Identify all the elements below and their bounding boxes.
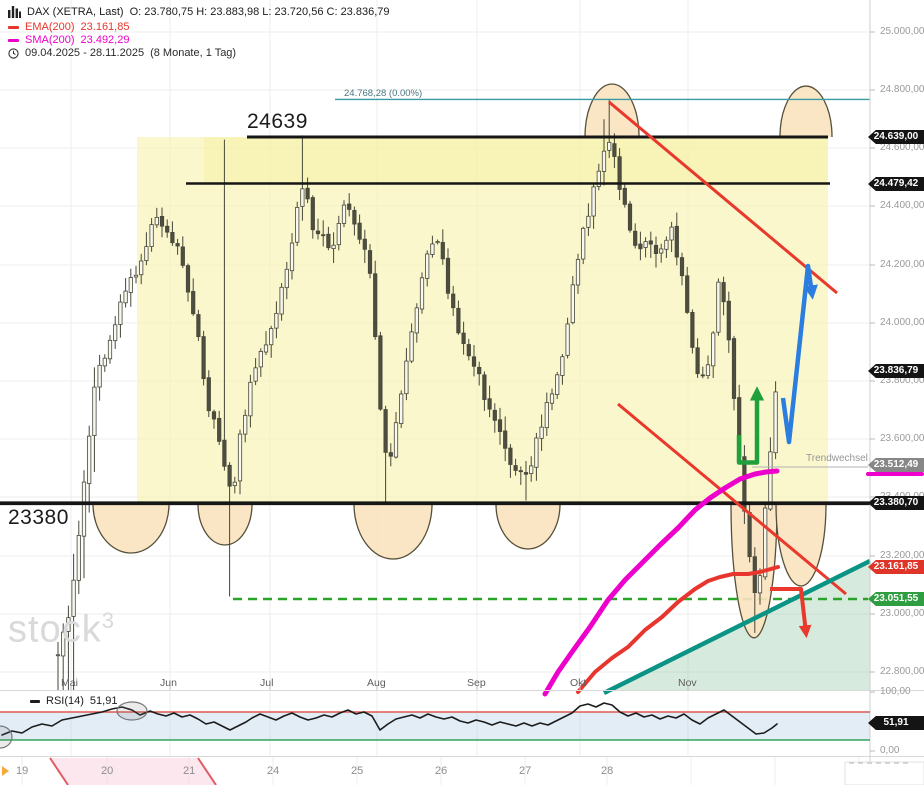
month-tick-label: Okt [570, 677, 587, 689]
rsi-value: 51,91 [89, 695, 118, 707]
price-badge: 23.051,55 [868, 592, 924, 606]
upper-level-label: 24639 [247, 110, 308, 133]
price-badge: 51,91 [868, 716, 924, 730]
month-tick-label: Jun [160, 677, 177, 689]
price-axis-label: 24.400,00 [880, 200, 924, 211]
month-tick-label: Mai [61, 677, 78, 689]
sma-line-icon [8, 38, 19, 42]
price-axis-label: 25.000,00 [880, 26, 924, 37]
price-axis-label: 24.000,00 [880, 317, 924, 328]
price-axis-label: 23.600,00 [880, 433, 924, 444]
rsi-line-icon [30, 699, 40, 703]
price-badge: 23.161,85 [868, 560, 924, 574]
price-axis-label: 24.800,00 [880, 84, 924, 95]
price-axis-label: 23.000,00 [880, 608, 924, 619]
ema-line-icon [8, 25, 19, 29]
sma-badge-underline [866, 472, 924, 476]
day-tick-label: 20 [101, 765, 114, 777]
price-axis-label: 100,00 [880, 686, 911, 697]
lower-level-label: 23380 [8, 506, 69, 529]
ema-label: EMA(200) [25, 21, 75, 33]
day-tick-label: 27 [519, 765, 532, 777]
instrument-name: DAX (XETRA, Last) [27, 6, 124, 18]
ema-legend-row[interactable]: EMA(200) 23.161,85 [8, 21, 129, 33]
instrument-legend-row[interactable]: DAX (XETRA, Last) O: 23.780,75 H: 23.883… [8, 6, 390, 18]
rsi-legend-row[interactable]: RSI(14) 51,91 [30, 695, 117, 707]
ohlc-values: O: 23.780,75 H: 23.883,98 L: 23.720,56 C… [129, 6, 390, 18]
month-tick-label: Jul [260, 677, 274, 689]
sma-legend-row[interactable]: SMA(200) 23.492,29 [8, 34, 129, 46]
price-badge: 23.512,49 [868, 458, 924, 472]
date-range: 09.04.2025 - 28.11.2025 [25, 47, 145, 59]
price-badge: 24.479,42 [868, 177, 924, 191]
price-badge: 23.380,70 [868, 496, 924, 510]
price-axis-label: 23.800,00 [880, 375, 924, 386]
retracement-label: 24.768,28 (0.00%) [344, 88, 423, 99]
price-axis-label: 22.800,00 [880, 666, 924, 677]
month-tick-label: Sep [467, 677, 486, 689]
month-tick-label: Aug [367, 677, 386, 689]
price-axis-label: 24.200,00 [880, 259, 924, 270]
day-tick-label: 21 [183, 765, 196, 777]
day-tick-label: 24 [267, 765, 280, 777]
price-badge: 23.836,79 [868, 364, 924, 378]
ema-value: 23.161,85 [80, 21, 130, 33]
price-axis-label: 23.200,00 [880, 550, 924, 561]
sma-value: 23.492,29 [80, 34, 130, 46]
price-axis-label: 0,00 [880, 745, 900, 756]
clock-icon [8, 47, 19, 59]
stock3-watermark: stock3 [8, 608, 115, 651]
day-tick-label: 25 [351, 765, 364, 777]
day-tick-label: 19 [16, 765, 29, 777]
date-range-detail: (8 Monate, 1 Tag) [150, 47, 237, 59]
bar-chart-icon [8, 6, 21, 18]
price-axis-label: 24.600,00 [880, 142, 924, 153]
sma-label: SMA(200) [25, 34, 75, 46]
date-range-row[interactable]: 09.04.2025 - 28.11.2025 (8 Monate, 1 Tag… [8, 47, 236, 59]
month-tick-label: Nov [678, 677, 697, 689]
rsi-label: RSI(14) [46, 695, 84, 707]
price-badge: 24.639,00 [868, 130, 924, 144]
trendwechsel-label: Trendwechsel [806, 453, 868, 464]
day-tick-label: 28 [601, 765, 614, 777]
day-tick-label: 26 [435, 765, 448, 777]
